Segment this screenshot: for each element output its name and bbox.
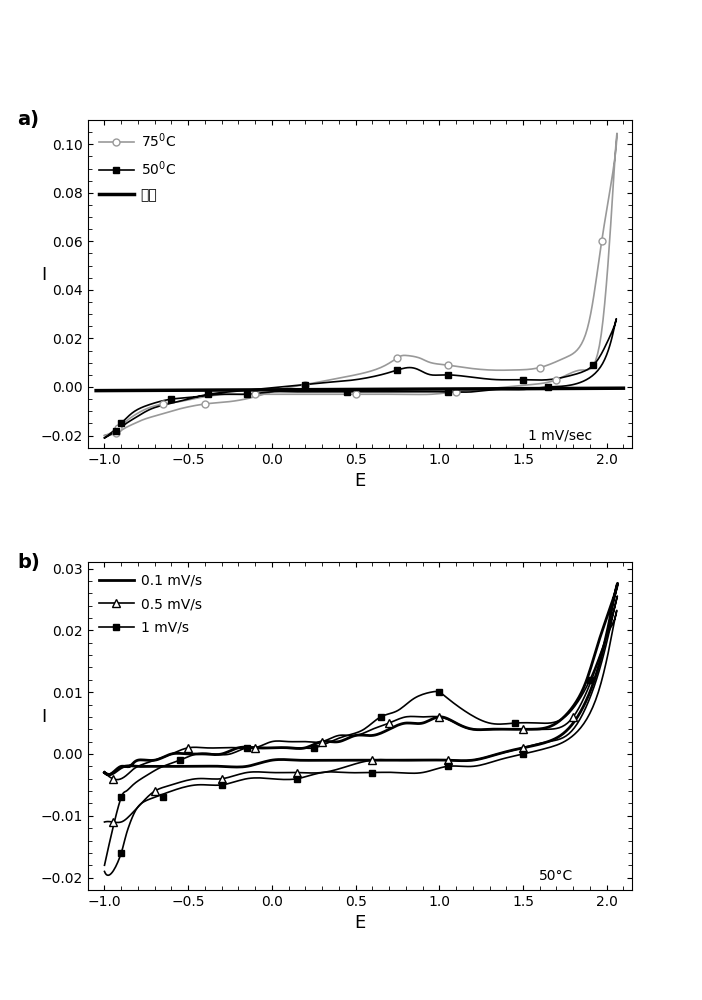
- Y-axis label: I: I: [41, 266, 47, 284]
- Text: 50°C: 50°C: [539, 869, 574, 883]
- X-axis label: E: E: [354, 914, 366, 932]
- Text: b): b): [17, 553, 40, 572]
- Y-axis label: I: I: [41, 708, 47, 726]
- Legend: 0.1 mV/s, 0.5 mV/s, 1 mV/s: 0.1 mV/s, 0.5 mV/s, 1 mV/s: [95, 569, 206, 639]
- Text: a): a): [17, 110, 39, 129]
- Legend: 75$^0$C, 50$^0$C, 室温: 75$^0$C, 50$^0$C, 室温: [95, 127, 180, 206]
- X-axis label: E: E: [354, 472, 366, 490]
- Text: 1 mV/sec: 1 mV/sec: [528, 428, 592, 442]
